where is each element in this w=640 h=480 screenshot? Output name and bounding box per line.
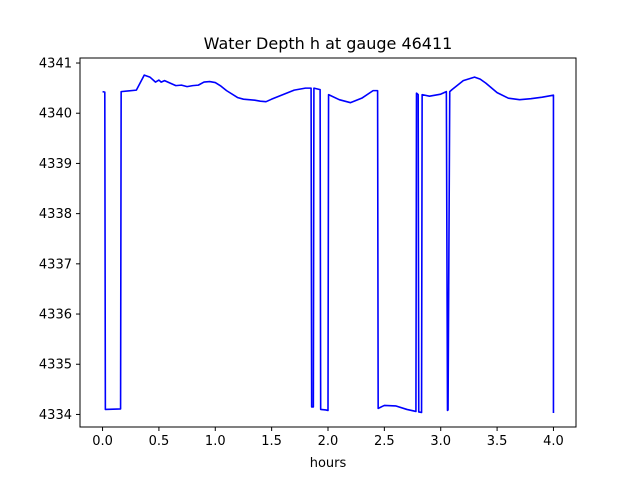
chart-title: Water Depth h at gauge 46411	[204, 34, 453, 53]
x-tick-label: 2.5	[374, 434, 395, 449]
x-tick-label: 0.5	[149, 434, 170, 449]
y-tick-label: 4340	[39, 107, 72, 122]
y-tick-label: 4337	[39, 257, 72, 272]
x-tick-label: 2.0	[318, 434, 339, 449]
y-tick-label: 4341	[39, 57, 72, 72]
x-tick-label: 3.5	[487, 434, 508, 449]
x-tick-label: 1.5	[261, 434, 282, 449]
y-tick-label: 4335	[39, 358, 72, 373]
y-tick-label: 4338	[39, 207, 72, 222]
x-tick-label: 0.0	[92, 434, 113, 449]
plot-area: 0.0 0.5 1.0 1.5 2.0 2.5 3.0 3.5 4.0 4334 4335 4336 4…	[39, 57, 577, 449]
y-tick-label: 4334	[39, 408, 72, 423]
x-axis-label: hours	[310, 456, 347, 471]
x-tick-label: 3.0	[430, 434, 451, 449]
x-tick-label: 4.0	[543, 434, 564, 449]
series-line-0	[102, 74, 555, 414]
y-tick-label: 4339	[39, 157, 72, 172]
y-tick-label: 4336	[39, 308, 72, 323]
x-tick-label: 1.0	[205, 434, 226, 449]
